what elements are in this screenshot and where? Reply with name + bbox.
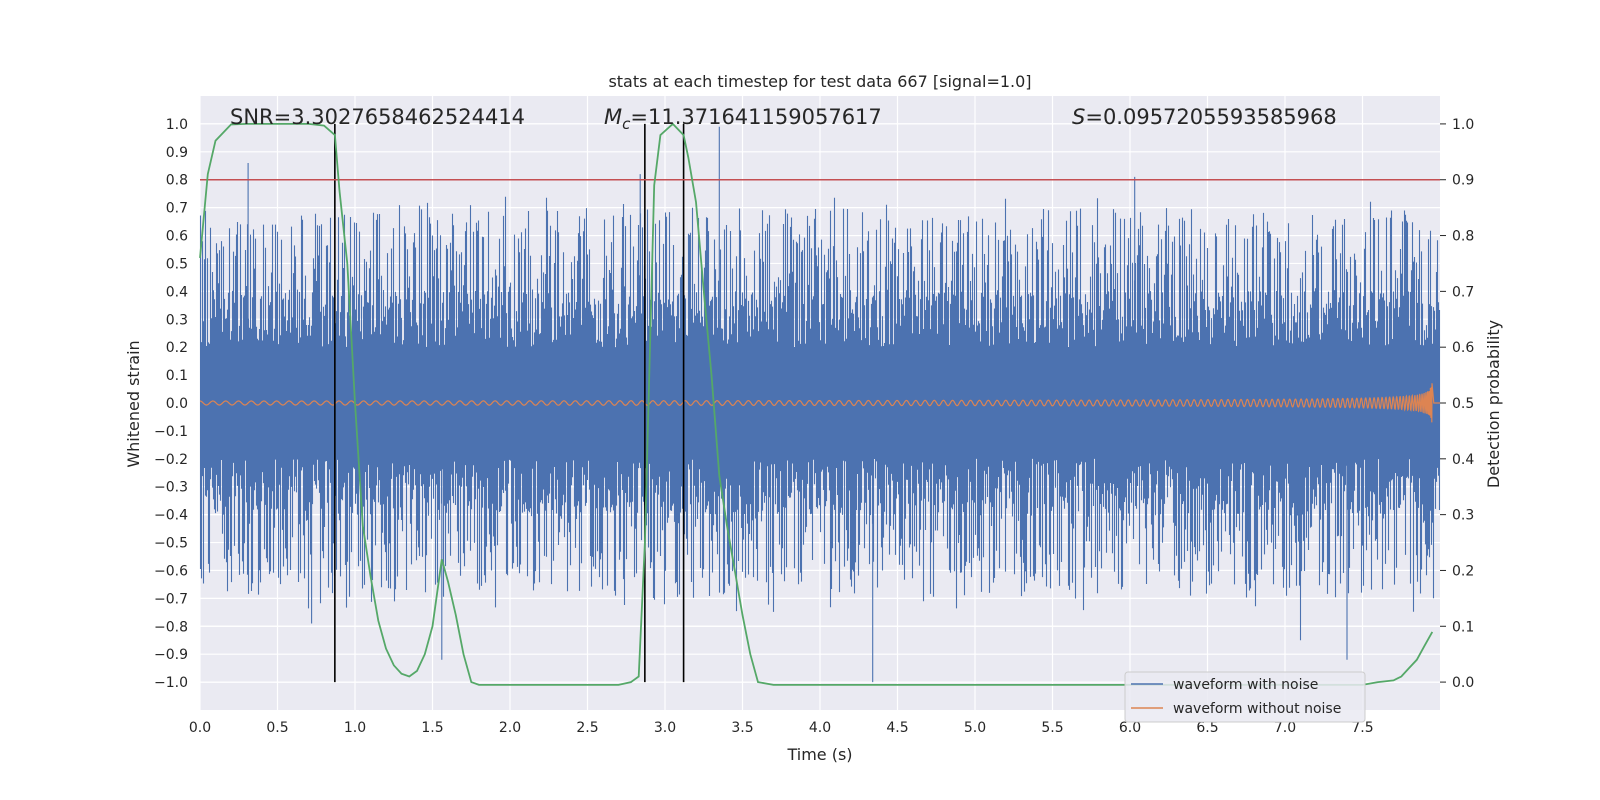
x-tick-label: 7.5 [1351, 720, 1373, 736]
s-symbol: S [1072, 105, 1085, 129]
s-annotation: S=0.0957205593585968 [1072, 105, 1337, 129]
y-tick-label: −0.2 [154, 452, 188, 468]
x-tick-label: 7.0 [1274, 720, 1296, 736]
y-tick-label: 0.8 [166, 173, 188, 189]
x-tick-label: 0.5 [266, 720, 288, 736]
y-tick-label: −0.1 [154, 424, 188, 440]
x-tick-label: 6.0 [1119, 720, 1141, 736]
y-tick-label: 0.9 [166, 145, 188, 161]
chirp-mass-annotation: Mc=11.371641159057617 [604, 105, 882, 133]
y-axis-ticks: 1.0 0.9 0.8 0.7 0.6 0.5 0.4 0.3 0.2 0.1 0.0 −0.1 −0.… [154, 117, 188, 691]
y2-axis-ticks: 1.0 0.9 0.8 0.7 0.6 0.5 0.4 0.3 0.2 0.1 0.0 [1440, 117, 1474, 691]
y-tick-label: 0.7 [166, 201, 188, 217]
legend-label-waveform-without-noise: waveform without noise [1173, 701, 1341, 717]
y2-tick-label: 0.2 [1452, 563, 1474, 579]
chart-title: stats at each timestep for test data 667… [608, 72, 1031, 91]
y-tick-label: 1.0 [166, 117, 188, 133]
detection-probability-line [199, 122, 1434, 686]
y-tick-label: −0.6 [154, 563, 188, 579]
y-tick-label: −0.3 [154, 480, 188, 496]
y-tick-label: −0.7 [154, 591, 188, 607]
y-tick-label: −0.4 [154, 508, 188, 524]
chirp-mass-symbol: M [604, 105, 622, 129]
y2-axis-label: Detection probability [1484, 320, 1503, 488]
y-tick-label: 0.1 [166, 368, 188, 384]
x-tick-label: 3.5 [731, 720, 753, 736]
x-axis-ticks: 0.0 0.5 1.0 1.5 2.0 2.5 3.0 3.5 4.0 4.5 5.0 5.5 6.0 6… [189, 720, 1374, 736]
y-tick-label: 0.5 [166, 256, 188, 272]
x-axis-label: Time (s) [786, 745, 852, 764]
snr-annotation: SNR=3.3027658462524414 [230, 105, 525, 129]
x-tick-label: 4.5 [886, 720, 908, 736]
y2-tick-label: 0.6 [1452, 340, 1474, 356]
series-waveform-without-noise [199, 383, 1440, 423]
y2-tick-label: 0.0 [1452, 675, 1474, 691]
x-tick-label: 2.0 [499, 720, 521, 736]
y-tick-label: −0.5 [154, 536, 188, 552]
x-tick-label: 3.0 [654, 720, 676, 736]
x-tick-label: 0.0 [189, 720, 211, 736]
chirp-mass-value: =11.371641159057617 [630, 105, 881, 129]
y-tick-label: 0.0 [166, 396, 188, 412]
y-tick-label: −0.8 [154, 619, 188, 635]
y-tick-label: 0.4 [166, 284, 188, 300]
x-tick-label: 2.5 [576, 720, 598, 736]
s-value: =0.0957205593585968 [1085, 105, 1336, 129]
x-tick-label: 5.5 [1041, 720, 1063, 736]
y-tick-label: −1.0 [154, 675, 188, 691]
y-tick-label: 0.2 [166, 340, 188, 356]
series-waveform-with-noise [199, 126, 1441, 683]
y2-tick-label: 0.8 [1452, 229, 1474, 245]
x-tick-label: 4.0 [809, 720, 831, 736]
legend-label-waveform-with-noise: waveform with noise [1173, 677, 1318, 693]
clean-waveform-line [199, 383, 1440, 423]
x-tick-label: 5.0 [964, 720, 986, 736]
chirp-mass-subscript: c [622, 115, 631, 133]
y-tick-label: −0.9 [154, 647, 188, 663]
y2-tick-label: 0.7 [1452, 284, 1474, 300]
x-tick-label: 1.5 [421, 720, 443, 736]
legend: waveform with noise waveform without noi… [1124, 671, 1366, 723]
y-tick-label: 0.6 [166, 229, 188, 245]
y2-tick-label: 0.9 [1452, 173, 1474, 189]
y2-tick-label: 0.4 [1452, 452, 1474, 468]
series-detection-probability [199, 122, 1434, 686]
vertical-markers [200, 123, 1440, 683]
y-tick-label: 0.3 [166, 312, 188, 328]
noisy-waveform-line [199, 126, 1441, 683]
y2-tick-label: 1.0 [1452, 117, 1474, 133]
y2-tick-label: 0.3 [1452, 508, 1474, 524]
y2-tick-label: 0.1 [1452, 619, 1474, 635]
x-tick-label: 6.5 [1196, 720, 1218, 736]
x-tick-label: 1.0 [344, 720, 366, 736]
y-axis-label: Whitened strain [124, 340, 143, 467]
legend-box [1124, 671, 1366, 723]
y2-tick-label: 0.5 [1452, 396, 1474, 412]
